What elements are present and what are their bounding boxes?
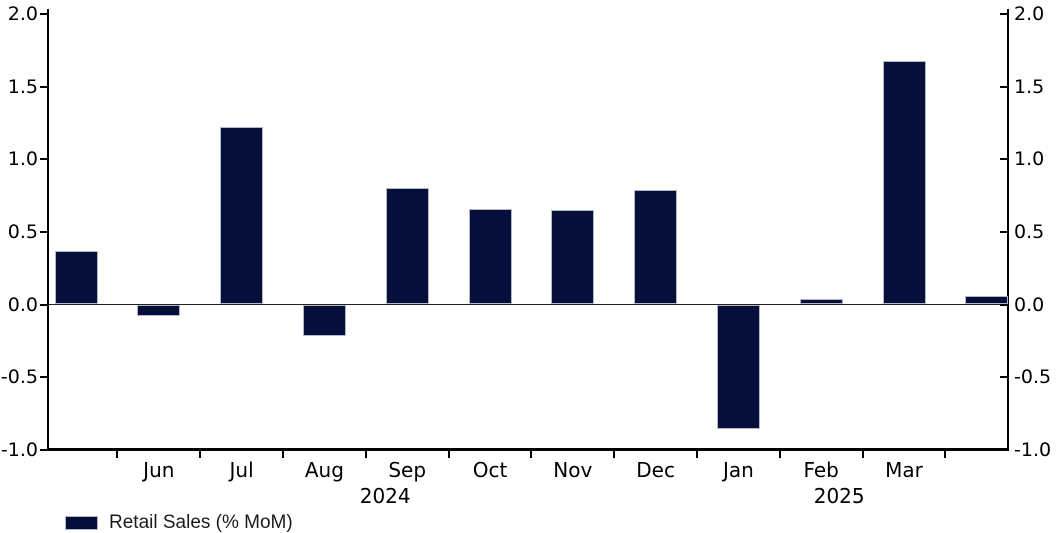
left-y-tick xyxy=(40,85,48,88)
x-tick xyxy=(364,451,367,458)
right-y-tick xyxy=(1000,158,1008,161)
bar xyxy=(302,304,346,337)
x-tick-label: Jan xyxy=(722,458,754,482)
x-tick xyxy=(778,451,781,458)
bar xyxy=(882,60,926,305)
x-tick xyxy=(282,451,284,458)
right-y-tick-label: 0.0 xyxy=(1014,293,1045,316)
left-y-tick-label: 0.5 xyxy=(7,220,38,243)
bar xyxy=(468,208,512,305)
right-y-tick-label: 1.0 xyxy=(1014,148,1045,171)
bar xyxy=(137,304,181,317)
bar xyxy=(965,295,1009,305)
x-tick-label: Jun xyxy=(143,458,175,482)
right-y-tick-label: 1.5 xyxy=(1014,75,1045,98)
x-tick xyxy=(861,451,864,458)
legend-label: Retail Sales (% MoM) xyxy=(109,512,293,533)
year-label: 2024 xyxy=(359,484,411,508)
bar xyxy=(54,250,98,305)
x-tick-label: Dec xyxy=(636,458,675,482)
right-y-tick-label: 0.5 xyxy=(1014,220,1045,243)
left-y-tick-label: 0.0 xyxy=(7,293,38,316)
left-y-tick-label: 1.5 xyxy=(7,75,38,98)
x-tick-label: Mar xyxy=(885,458,923,482)
zero-baseline xyxy=(49,304,1007,305)
x-tick-label: Nov xyxy=(553,458,593,482)
left-y-tick-label: -0.5 xyxy=(0,366,38,389)
left-y-tick xyxy=(40,13,48,16)
left-y-tick xyxy=(40,303,48,306)
bar xyxy=(799,298,843,305)
x-tick xyxy=(447,451,450,458)
right-y-tick-label: -0.5 xyxy=(1014,366,1052,389)
x-tick xyxy=(530,451,533,458)
legend: Retail Sales (% MoM) xyxy=(65,513,293,533)
x-tick-label: Aug xyxy=(304,458,344,482)
right-y-tick xyxy=(1000,376,1008,379)
bar xyxy=(716,304,760,430)
left-y-tick xyxy=(40,158,48,161)
right-y-tick xyxy=(1000,448,1008,451)
left-y-tick xyxy=(40,230,48,233)
left-y-axis xyxy=(47,9,49,451)
x-tick-label: Feb xyxy=(803,458,839,482)
x-tick-label: Jul xyxy=(229,458,254,482)
x-tick xyxy=(944,451,947,458)
right-y-tick-label: 2.0 xyxy=(1014,3,1045,26)
right-y-axis xyxy=(1007,9,1009,451)
left-y-tick-label: -1.0 xyxy=(0,438,38,461)
x-tick-label: Oct xyxy=(472,458,508,482)
x-tick xyxy=(696,451,698,458)
left-y-tick-label: 1.0 xyxy=(7,148,38,171)
x-axis xyxy=(47,448,1009,451)
right-y-tick-label: -1.0 xyxy=(1014,438,1052,461)
x-tick xyxy=(613,451,616,458)
left-y-tick xyxy=(40,376,48,379)
left-y-tick xyxy=(40,448,48,451)
legend-swatch xyxy=(65,516,98,530)
bar xyxy=(385,188,429,305)
year-label: 2025 xyxy=(813,484,865,508)
left-y-tick-label: 2.0 xyxy=(7,3,38,26)
x-tick xyxy=(116,451,119,458)
x-tick-label: Sep xyxy=(388,458,427,482)
right-y-tick xyxy=(1000,13,1008,16)
right-y-tick xyxy=(1000,303,1008,306)
x-tick xyxy=(199,451,202,458)
bar xyxy=(220,127,264,305)
bar xyxy=(551,210,595,305)
right-y-tick xyxy=(1000,230,1008,233)
bar xyxy=(634,189,678,305)
right-y-tick xyxy=(1000,85,1008,88)
